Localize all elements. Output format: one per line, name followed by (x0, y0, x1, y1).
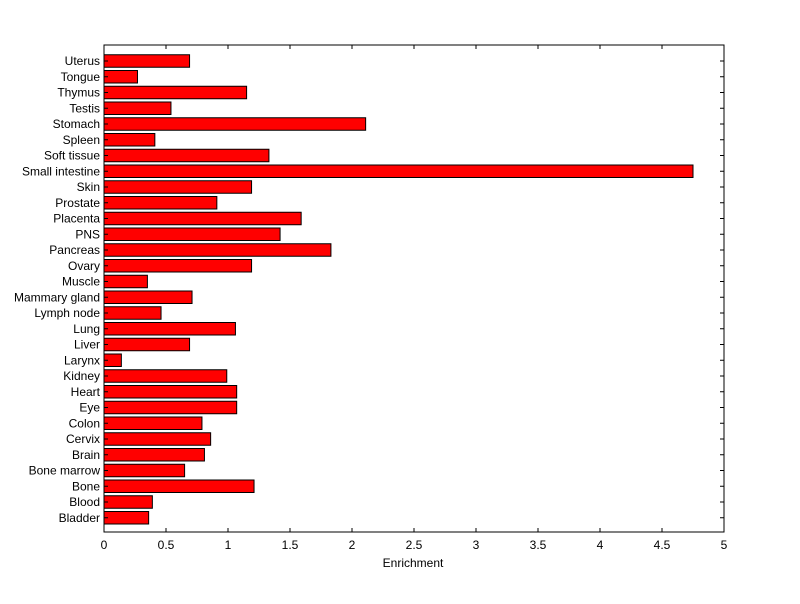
y-tick-label: Testis (69, 101, 100, 115)
y-tick-label: Liver (74, 338, 100, 352)
bar (103, 369, 228, 383)
x-tick-label: 1.5 (282, 538, 299, 552)
y-tick-label: Stomach (53, 117, 100, 131)
y-tick-label: Colon (69, 416, 100, 430)
x-tick-label: 0.5 (158, 538, 175, 552)
x-tick-label: 4 (597, 538, 604, 552)
x-tick-label: 2.5 (406, 538, 423, 552)
bar (103, 495, 153, 509)
bar (103, 148, 270, 163)
y-tick-label: Prostate (55, 196, 100, 210)
y-tick-label: Bone (72, 479, 100, 493)
bar (103, 211, 302, 226)
bar (103, 463, 186, 478)
x-tick-label: 4.5 (654, 538, 671, 552)
y-tick-label: Spleen (63, 133, 100, 147)
y-tick-label: Tongue (61, 70, 101, 84)
y-tick-label: Muscle (62, 275, 100, 289)
bar (103, 117, 367, 131)
y-tick-label: Blood (69, 495, 100, 509)
y-tick-label: PNS (75, 227, 100, 241)
bar (103, 180, 253, 194)
y-tick-label: Ovary (68, 259, 100, 273)
x-tick-label: 3.5 (530, 538, 547, 552)
bar (103, 400, 238, 415)
x-tick-label: 2 (349, 538, 356, 552)
y-tick-label: Kidney (63, 369, 100, 383)
bar (103, 432, 212, 446)
y-tick-label: Lung (73, 322, 100, 336)
y-tick-label: Eye (79, 401, 100, 415)
y-tick-label: Mammary gland (14, 290, 100, 304)
bar (103, 479, 255, 493)
bar (103, 85, 248, 100)
y-tick-label: Bladder (59, 511, 100, 525)
y-tick-label: Pancreas (49, 243, 100, 257)
y-tick-label: Larynx (64, 353, 100, 367)
bar (103, 133, 156, 147)
y-tick-label: Skin (77, 180, 100, 194)
bar (103, 290, 193, 304)
x-tick-label: 3 (473, 538, 480, 552)
bar (103, 259, 253, 273)
y-tick-label: Cervix (66, 432, 100, 446)
bar (103, 54, 191, 68)
y-tick-label: Heart (71, 385, 101, 399)
bar (103, 70, 138, 84)
y-tick-label: Small intestine (22, 164, 100, 178)
y-tick-label: Lymph node (34, 306, 100, 320)
bar (103, 306, 162, 320)
y-tick-label: Uterus (65, 54, 100, 68)
x-axis-label: Enrichment (383, 556, 444, 570)
y-tick-label: Soft tissue (44, 149, 100, 163)
bar (103, 448, 205, 462)
x-tick-label: 0 (101, 538, 108, 552)
bar (103, 416, 203, 430)
bar (103, 337, 191, 352)
bar (103, 511, 150, 525)
x-tick-label: 1 (225, 538, 232, 552)
bar (103, 243, 332, 257)
y-tick-label: Thymus (57, 86, 100, 100)
y-tick-label: Brain (72, 448, 100, 462)
bar (103, 101, 172, 115)
y-tick-label: Bone marrow (29, 464, 101, 478)
bar (103, 274, 148, 289)
bar (103, 227, 281, 241)
bar (103, 196, 218, 210)
axes-box (103, 44, 725, 533)
bar (103, 164, 694, 178)
y-tick-label: Placenta (53, 212, 100, 226)
bar (103, 322, 236, 336)
x-tick-label: 5 (721, 538, 728, 552)
bar (103, 385, 238, 399)
x-ticks-group: 0 0.5 1 1.5 2 2.5 3 3.5 4 4.5 5 (101, 45, 728, 552)
